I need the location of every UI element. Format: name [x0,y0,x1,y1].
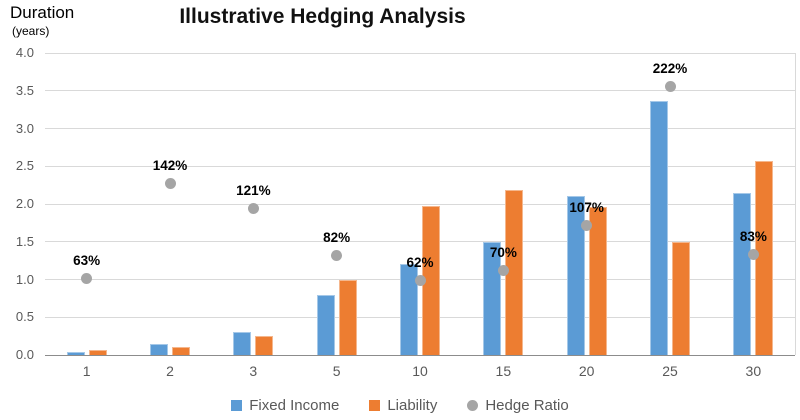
x-tick-label-20: 20 [578,363,595,379]
bar-liability-30 [755,160,774,355]
x-tick-label-30: 30 [745,363,762,379]
y-tick-label: 0.5 [15,309,34,325]
legend-marker-circle-icon [467,399,479,411]
y-tick-label: 3.0 [15,120,34,136]
legend-label: Liability [387,396,438,414]
y-tick-label: 1.0 [15,271,34,287]
bar-fixed-income-15 [483,241,502,355]
gridline-y-0.0 [45,354,795,356]
hedge-ratio-dot-10 [414,274,426,286]
hedge-ratio-label-1: 63% [73,253,101,269]
y-tick-label: 4.0 [15,45,34,60]
hedge-ratio-label-5: 82% [323,230,351,246]
hedge-ratio-dot-2 [164,177,176,189]
y-axis-units-label: (years) [12,24,50,38]
hedge-ratio-label-2: 142% [152,157,188,173]
bar-fixed-income-2 [150,343,168,355]
bar-liability-20 [588,207,607,355]
gridline-y-2.0 [45,203,795,205]
hedge-ratio-dot-5 [331,250,343,262]
bar-liability-2 [172,347,190,355]
legend-item-fixed-income: Fixed Income [231,397,339,414]
gridline-y-3.5 [45,90,795,92]
x-tick-label-25: 25 [662,363,678,379]
hedge-ratio-dot-25 [664,81,676,93]
y-tick-label: 3.5 [15,82,34,98]
x-tick-label-3: 3 [249,363,258,379]
x-tick-label-5: 5 [332,363,341,379]
gridline-y-4.0 [45,52,795,54]
chart-title: Illustrative Hedging Analysis [179,5,466,28]
bar-fixed-income-1 [66,351,85,355]
legend-label: Fixed Income [249,396,340,414]
hedge-ratio-label-3: 121% [236,183,271,199]
gridline-y-1.5 [45,241,795,243]
legend-marker-square-icon [231,399,243,411]
hedge-ratio-label-15: 70% [489,244,517,260]
x-tick-label-2: 2 [166,363,174,379]
gridline-y-3.0 [45,128,795,129]
hedge-ratio-dot-1 [81,273,93,285]
hedge-ratio-label-20: 107% [569,200,604,216]
bar-fixed-income-3 [233,332,252,355]
x-tick-label-10: 10 [412,363,428,379]
gridline-y-0.5 [45,316,795,318]
bar-fixed-income-20 [566,196,585,355]
y-tick-label: 0.0 [15,347,34,362]
hedge-ratio-dot-15 [497,264,509,276]
bar-fixed-income-5 [316,294,335,355]
bar-fixed-income-30 [733,193,752,355]
legend-item-hedge-ratio: Hedge Ratio [467,396,569,414]
legend: Fixed Income Liability Hedge Ratio [0,393,800,417]
bar-liability-5 [338,279,357,355]
hedge-ratio-dot-3 [247,203,259,215]
hedge-ratio-dot-30 [747,249,759,261]
legend-marker-square-icon [369,399,381,411]
y-tick-label: 2.5 [15,158,34,174]
gridline-y-2.5 [45,165,795,167]
hedge-ratio-label-25: 222% [652,61,688,77]
hedge-ratio-label-30: 83% [739,229,767,245]
y-tick-label: 1.5 [15,233,34,249]
x-tick-label-15: 15 [495,363,512,379]
bar-fixed-income-25 [650,100,668,355]
bar-liability-3 [255,336,274,355]
hedge-ratio-dot-20 [581,220,593,232]
secondary-axis-line [794,53,796,355]
y-axis-title: Duration [10,3,75,22]
bar-liability-1 [88,350,107,355]
legend-label: Hedge Ratio [485,396,569,414]
y-tick-label: 2.0 [15,196,34,211]
legend-item-liability: Liability [369,397,437,414]
bar-fixed-income-10 [400,264,418,355]
hedge-ratio-label-10: 62% [406,254,434,270]
x-tick-label-1: 1 [82,363,91,379]
bar-liability-25 [672,241,690,355]
